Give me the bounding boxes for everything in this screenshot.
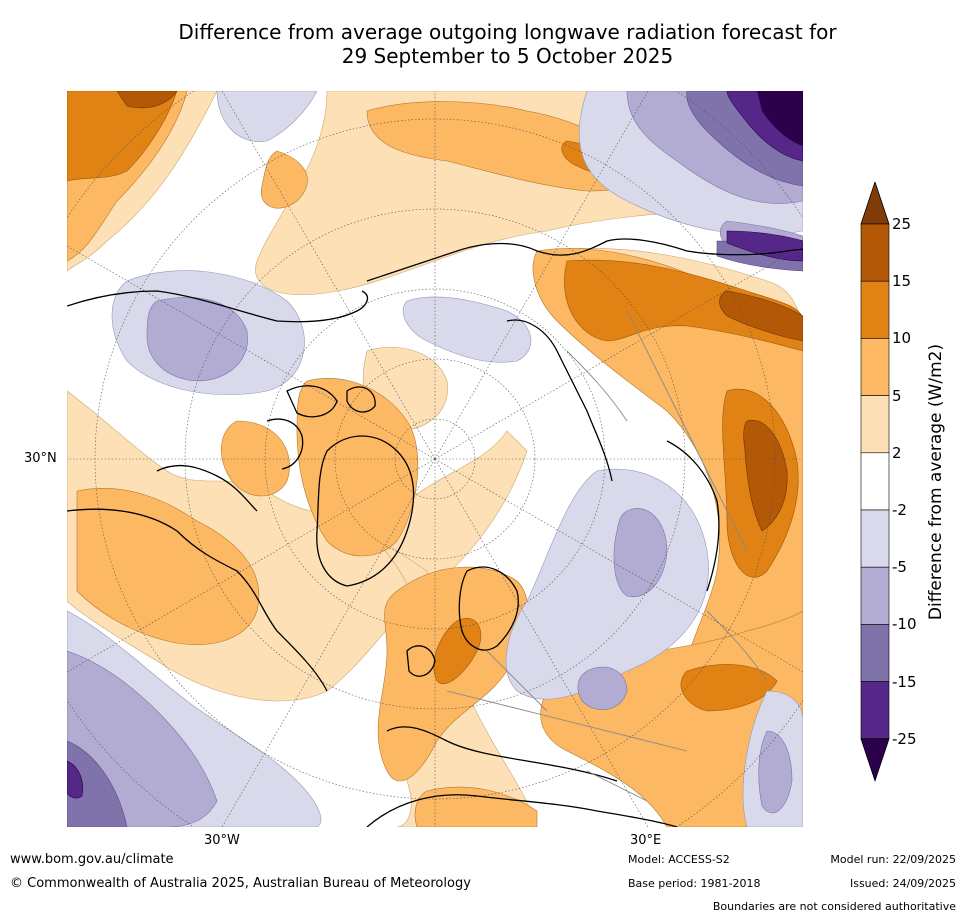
issued-date: Issued: 24/09/2025 [849,877,956,890]
anomaly-15-25-regions [116,91,803,532]
model-run-date: Model run: 22/09/2025 [830,853,956,866]
copyright-text: © Commonwealth of Australia 2025, Austra… [10,876,471,891]
colorbar-tick-label: -15 [892,672,917,691]
boundary-disclaimer: Boundaries are not considered authoritat… [712,900,956,913]
colorbar [858,182,928,782]
colorbar-tick-label: 10 [892,329,912,348]
chart-title: Difference from average outgoing longwav… [60,20,955,68]
colorbar-band [860,624,890,682]
colorbar-band [860,280,890,339]
colorbar-tick-label: 5 [892,386,902,405]
colorbar-tick-label: 15 [892,272,912,291]
base-period: Base period: 1981-2018 [628,877,761,890]
longitude-label-30w: 30°W [204,833,240,848]
colorbar-band [860,566,890,625]
colorbar-band [860,681,890,740]
longitude-label-30e: 30°E [630,833,662,848]
colorbar-band [860,509,890,568]
colorbar-tick-label: -2 [892,501,907,519]
anomaly-below-neg25-region [757,91,803,146]
colorbar-band [860,338,890,396]
colorbar-arrow-bottom [860,738,890,782]
colorbar-tick-label: 25 [892,215,912,233]
graticule [67,91,803,827]
colorbar-tick-label: -5 [892,558,907,577]
map-canvas [67,91,803,827]
colorbar-tick-label: -25 [892,729,917,748]
coastlines [67,238,803,827]
colorbar-tick-label: -10 [892,615,917,634]
colorbar-band [860,452,890,511]
country-borders [446,310,768,802]
colorbar-title: Difference from average (W/m2) [926,343,946,621]
website-link[interactable]: www.bom.gov.au/climate [10,852,174,867]
colorbar-arrow-top [860,182,890,225]
colorbar-band [860,223,890,282]
model-name: Model: ACCESS-S2 [628,853,730,866]
colorbar-tick-label: 2 [892,443,902,462]
latitude-label-30n: 30°N [24,451,57,466]
title-line-2: 29 September to 5 October 2025 [341,44,674,68]
colorbar-svg [860,182,890,782]
colorbar-band [860,395,890,454]
title-line-1: Difference from average outgoing longwav… [178,20,837,44]
olr-anomaly-map [67,91,803,827]
